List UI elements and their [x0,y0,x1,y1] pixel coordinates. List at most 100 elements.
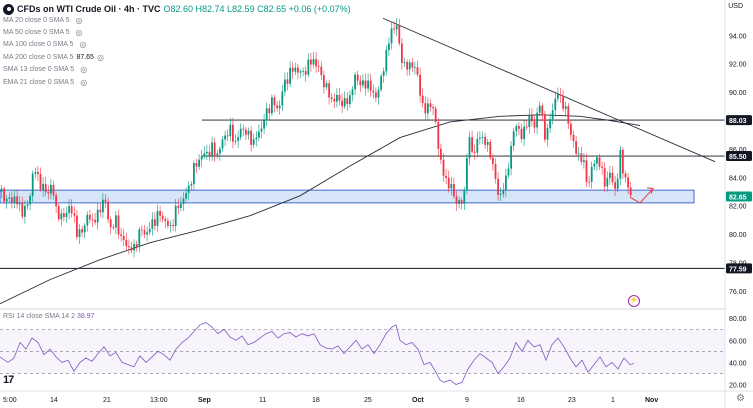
eye-icon[interactable]: ◎ [80,65,88,75]
candle-body [411,62,414,68]
candle-body [31,173,34,196]
x-tick-label: 9 [465,397,469,404]
candle-body [572,134,575,142]
x-tick-label: 13:00 [150,397,168,404]
candle-body [180,204,182,208]
candle-body [172,224,174,226]
candle-body [271,97,273,114]
candle-body [156,211,159,226]
candle-body [575,141,577,154]
candle-body [112,227,115,228]
price-tag[interactable] [726,151,752,162]
candle-body [125,240,128,247]
candle-body [141,229,143,231]
candle-body [601,166,603,169]
rsi-legend-value: 38.97 [76,313,95,320]
price-tag[interactable] [726,191,752,202]
candle-body [239,128,242,138]
candle-body [200,156,203,160]
candle-body [68,206,70,213]
candle-body [122,235,125,241]
y-tick-label: 84.00 [729,175,747,182]
candle-body [567,106,570,124]
candle-body [510,145,512,169]
candle-body [533,121,536,128]
candle-body [479,137,481,139]
candle-body [5,198,8,202]
gear-icon[interactable]: ⚙ [736,393,745,404]
indicator-label: SMA 13 close 0 SMA 5 [3,66,75,74]
resistance-trendline[interactable] [382,17,716,163]
candle-body [614,182,616,189]
eye-icon[interactable]: ◎ [75,15,83,25]
indicator-row[interactable]: MA 100 close 0 SMA 5 ◎ [3,39,104,51]
candle-body [94,219,96,223]
eye-icon[interactable]: ◎ [75,28,83,38]
symbol-title[interactable]: CFDs on WTI Crude Oil · 4h · TVC [17,4,161,14]
currency-label[interactable]: USD [728,3,743,10]
rsi-pane[interactable]: 20.00 40.00 60.00 80.00 [0,316,747,389]
candle-body [364,80,367,89]
candle-body [583,160,585,162]
indicator-row[interactable]: MA 50 close 0 SMA 5 ◎ [3,26,104,38]
candle-body [590,166,593,182]
candle-body [544,114,546,140]
indicator-row[interactable]: MA 20 close 0 SMA 5 ◎ [3,14,104,26]
rsi-legend[interactable]: RSI 14 close SMA 14 2 38.97 [3,313,94,320]
candle-body [596,157,598,164]
candle-body [351,89,354,96]
tradingview-logo-icon[interactable]: 17 [3,374,14,386]
candle-body [453,184,455,197]
eye-icon[interactable]: ◎ [96,52,104,62]
candle-body [598,157,601,167]
candle-body [164,218,167,222]
candle-body [203,153,206,157]
candle-body [564,106,567,109]
candle-body [593,163,596,167]
candle-body [81,229,83,233]
candle-body [406,62,408,70]
price-pane[interactable]: 76.0078.0080.0082.0084.0086.0088.0090.00… [0,17,752,305]
candle-body [606,178,609,187]
candle-body [588,181,590,183]
eye-icon[interactable]: ◎ [79,40,87,50]
candle-body [585,160,588,182]
candle-body [440,148,442,160]
candle-body [419,74,421,96]
candle-body [432,107,434,109]
x-tick-label: 21 [103,397,111,404]
candle-body [341,100,343,107]
candle-body [24,205,26,217]
rsi-legend-label: RSI 14 close SMA 14 2 [3,313,75,320]
candle-body [128,246,130,248]
price-tag[interactable] [726,263,752,274]
eye-icon[interactable]: ◎ [80,77,88,87]
candle-body [580,153,583,162]
candle-body [47,192,50,194]
candle-body [148,228,151,233]
candle-body [11,197,13,203]
candle-body [398,25,401,44]
price-tag[interactable] [726,115,752,126]
candle-body [154,219,156,226]
candle-body [463,190,466,204]
indicator-label: EMA 21 close 0 SMA 5 [3,78,75,86]
candle-body [427,103,429,114]
candle-body [221,139,224,149]
candle-body [622,149,624,174]
indicator-row[interactable]: EMA 21 close 0 SMA 5 ◎ [3,76,104,88]
candle-body [174,205,177,226]
candle-body [117,215,120,235]
symbol-logo-icon[interactable] [3,3,14,15]
candle-body [195,163,198,167]
indicator-row[interactable]: MA 200 close 0 SMA 5 87.65 ◎ [3,51,104,63]
candle-body [499,193,502,195]
candle-body [369,80,372,91]
candle-body [138,229,141,247]
candle-body [21,203,24,217]
candle-body [473,151,476,153]
indicator-row[interactable]: SMA 13 close 0 SMA 5 ◎ [3,64,104,76]
candle-body [557,94,559,99]
lightning-icon[interactable]: ⚡ [628,295,640,307]
